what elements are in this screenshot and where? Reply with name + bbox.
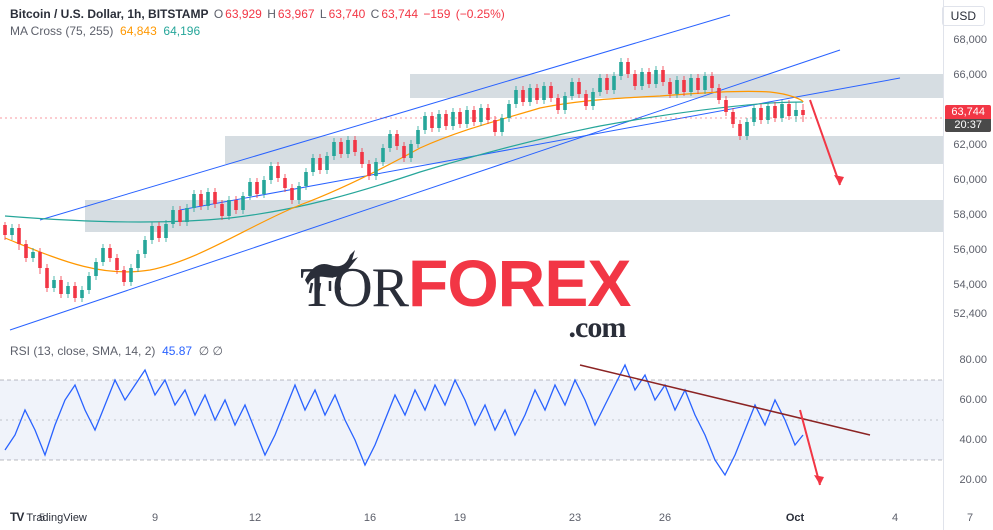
time-tick: 9: [152, 512, 158, 524]
last-price-flag: 63,74420:37: [945, 105, 991, 132]
rsi-header[interactable]: RSI (13, close, SMA, 14, 2) 45.87 ∅ ∅: [10, 344, 223, 358]
rsi-chart[interactable]: [0, 340, 943, 500]
time-tick: 12: [249, 512, 261, 524]
price-tick: 58,000: [953, 209, 987, 221]
time-tick: 19: [454, 512, 466, 524]
rsi-tick: 60.00: [959, 394, 987, 406]
time-tick: 16: [364, 512, 376, 524]
price-tick: 66,000: [953, 69, 987, 81]
price-tick: 52,400: [953, 308, 987, 320]
price-tick: 60,000: [953, 174, 987, 186]
rsi-tick: 80.00: [959, 354, 987, 366]
watermark-logo: TORFOREX .com: [300, 245, 630, 345]
price-tick: 62,000: [953, 139, 987, 151]
time-axis[interactable]: 591216192326Oct47: [0, 500, 943, 530]
price-tick: 68,000: [953, 34, 987, 46]
price-axis[interactable]: 68,000 66,000 63,74420:37 62,000 60,000 58,00…: [943, 0, 993, 530]
time-tick: 7: [967, 512, 973, 524]
rsi-tick: 40.00: [959, 434, 987, 446]
tradingview-attribution[interactable]: T⁠VTradingView: [10, 510, 87, 524]
time-tick: 26: [659, 512, 671, 524]
time-tick: 23: [569, 512, 581, 524]
price-tick: 54,000: [953, 279, 987, 291]
time-tick: Oct: [786, 512, 804, 524]
price-tick: 56,000: [953, 244, 987, 256]
time-tick: 4: [892, 512, 898, 524]
rsi-tick: 20.00: [959, 474, 987, 486]
